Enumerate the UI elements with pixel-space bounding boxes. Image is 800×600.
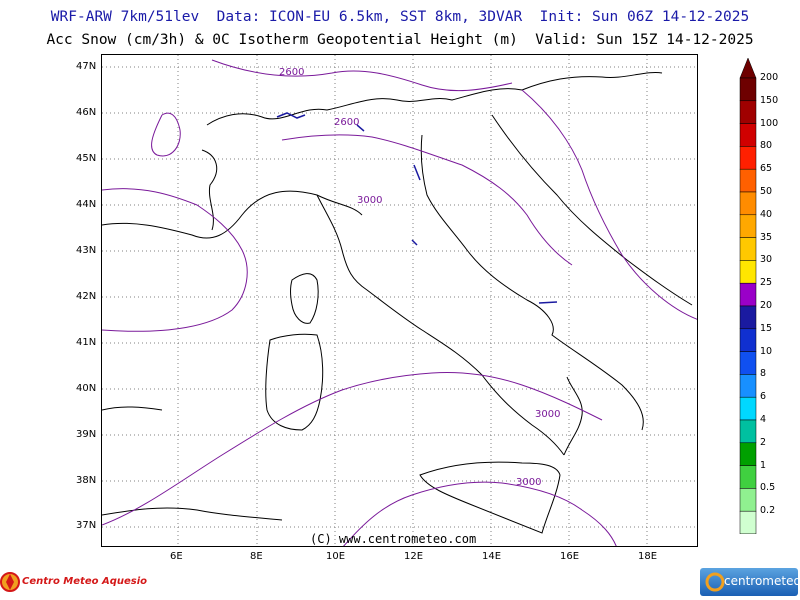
graticule [102, 55, 697, 546]
lat-label: 43N [76, 245, 97, 256]
logo-left-text: Centro Meteo Aquesio [22, 576, 147, 587]
coastlines [102, 71, 693, 534]
legend-label: 10 [760, 345, 773, 357]
lat-label: 41N [76, 337, 97, 348]
snow-patches [276, 112, 558, 304]
legend-label: 100 [760, 117, 779, 129]
snow-legend [739, 57, 757, 534]
legend-swatch [739, 191, 757, 216]
legend-swatch [739, 328, 757, 352]
isotherm-contours [102, 59, 697, 546]
lon-label: 14E [482, 551, 502, 562]
legend-swatch [739, 260, 757, 284]
map-panel: 2600 2600 3000 3000 3000 [101, 54, 698, 547]
title-line-2: Acc Snow (cm/3h) & 0C Isotherm Geopotent… [46, 32, 754, 48]
centro-meteo-aquesio-logo [0, 572, 20, 592]
legend-swatch [739, 351, 757, 375]
legend-label: 35 [760, 231, 773, 243]
legend-label: 40 [760, 208, 773, 220]
contour-label: 3000 [516, 477, 541, 488]
lat-label: 47N [76, 61, 97, 72]
lat-label: 44N [76, 199, 97, 210]
legend-label: 50 [760, 186, 773, 197]
legend-swatch [739, 419, 757, 444]
map-canvas: 2600 2600 3000 3000 3000 [102, 55, 697, 546]
legend-arrow-top [739, 57, 757, 79]
contour-label: 2600 [279, 67, 304, 78]
legend-label: 150 [760, 94, 779, 106]
legend-label: 80 [760, 140, 773, 152]
legend-label: 30 [760, 254, 773, 266]
legend-swatch [739, 396, 757, 421]
lat-label: 39N [76, 429, 97, 440]
lon-label: 6E [170, 551, 183, 562]
legend-label: 1 [760, 459, 767, 471]
lon-label: 10E [326, 551, 346, 562]
centrometeo-logo [700, 568, 798, 596]
lat-label: 46N [76, 107, 97, 118]
lon-label: 16E [560, 551, 580, 562]
credit-text: (C) www.centrometeo.com [310, 532, 477, 546]
logo-right-text: centrometeo [724, 574, 800, 588]
legend-swatch [739, 442, 757, 466]
legend-swatch [739, 100, 757, 124]
lon-label: 12E [404, 551, 424, 562]
legend-swatch [739, 374, 757, 398]
legend-swatch [739, 488, 757, 512]
legend-swatch [739, 168, 757, 193]
contour-label: 3000 [357, 195, 382, 206]
legend-swatch [739, 305, 757, 330]
lon-label: 18E [638, 551, 658, 562]
lat-label: 45N [76, 153, 97, 164]
legend-label: 200 [760, 72, 779, 83]
lat-label: 37N [76, 520, 97, 531]
contour-label: 3000 [535, 409, 560, 420]
legend-label: 6 [760, 391, 767, 403]
legend-label: 65 [760, 163, 773, 175]
legend-label: 0.2 [760, 505, 776, 517]
lat-label: 42N [76, 291, 97, 302]
centrometeo-emblem-icon [705, 572, 725, 592]
lon-label: 8E [250, 551, 263, 562]
contour-labels: 2600 2600 3000 3000 3000 [279, 67, 560, 488]
legend-label: 20 [760, 300, 773, 311]
legend-swatch [739, 282, 757, 307]
legend-swatch [739, 214, 757, 238]
legend-label: 2 [760, 436, 767, 448]
legend-swatch [739, 77, 757, 102]
legend-label: 8 [760, 368, 767, 380]
legend-label: 25 [760, 277, 773, 289]
legend-swatch [739, 465, 757, 489]
title-line-1: WRF-ARW 7km/51lev Data: ICON-EU 6.5km, S… [50, 9, 750, 25]
legend-boxes [739, 57, 757, 534]
legend-label: 0.5 [760, 482, 776, 494]
legend-label: 4 [760, 414, 767, 425]
legend-swatch [739, 237, 757, 261]
legend-swatch [739, 123, 757, 147]
legend-label: 15 [760, 322, 773, 334]
legend-swatch [739, 146, 757, 170]
lat-label: 38N [76, 475, 97, 486]
lat-label: 40N [76, 383, 97, 394]
legend-swatch [739, 510, 757, 534]
contour-label: 2600 [334, 117, 359, 128]
